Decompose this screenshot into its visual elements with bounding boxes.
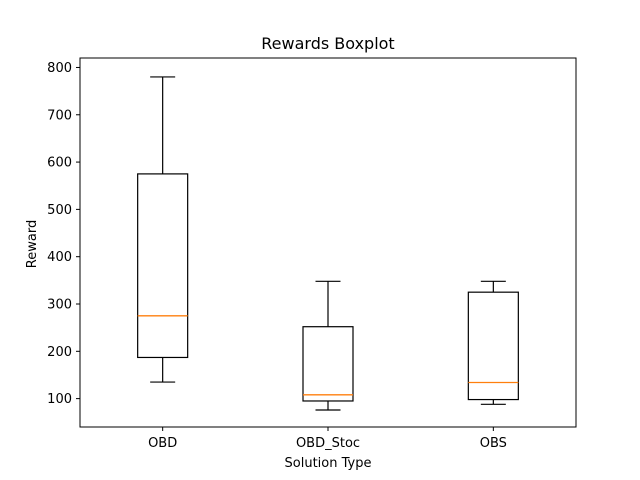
x-tick-label: OBD bbox=[148, 436, 177, 451]
y-tick-label: 500 bbox=[47, 203, 72, 218]
y-tick-label: 800 bbox=[47, 61, 72, 76]
y-tick-label: 200 bbox=[47, 345, 72, 360]
y-tick-label: 400 bbox=[47, 250, 72, 265]
plot-area: 100 200 300 400 500 600 700 800 OBD OBD_Stoc OBS bbox=[47, 57, 577, 451]
y-tick-label: 100 bbox=[47, 392, 72, 407]
y-tick-label: 300 bbox=[47, 298, 72, 313]
box-obs bbox=[467, 291, 519, 401]
y-tick-label: 600 bbox=[47, 156, 72, 171]
x-tick-label: OBS bbox=[480, 436, 507, 451]
box-obd-stoc bbox=[302, 326, 354, 402]
y-tick-label: 700 bbox=[47, 108, 72, 123]
x-tick-label: OBD_Stoc bbox=[296, 436, 360, 451]
chart-title: Rewards Boxplot bbox=[261, 34, 394, 53]
box-obd bbox=[137, 173, 189, 359]
x-axis-label: Solution Type bbox=[285, 456, 372, 471]
y-axis-label: Reward bbox=[25, 220, 40, 268]
